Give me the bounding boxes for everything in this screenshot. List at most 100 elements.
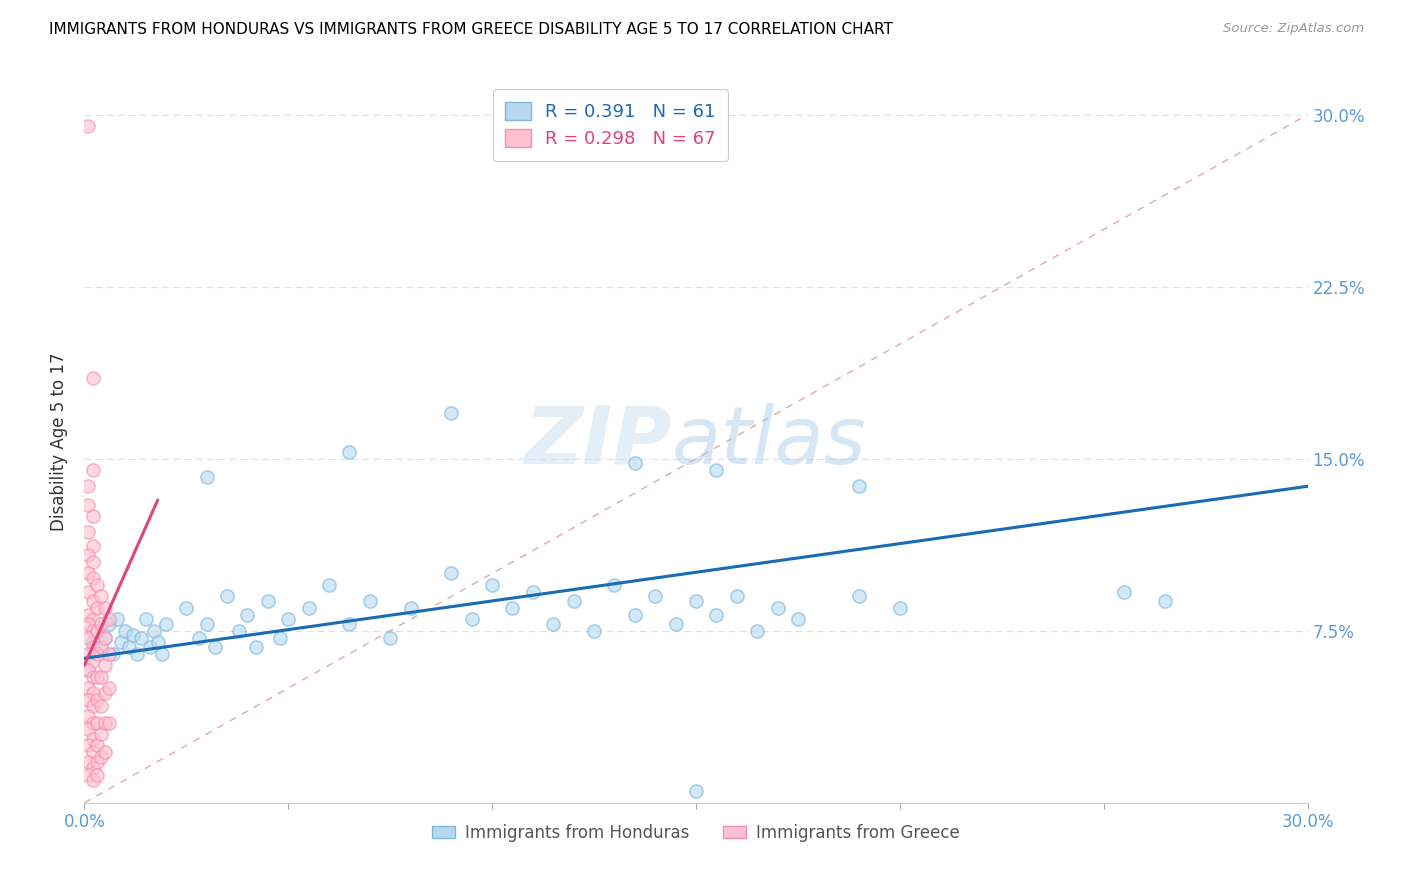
Point [889,600,911,615]
Point [195,616,218,631]
Point [787,612,810,626]
Point [245,640,267,654]
Text: atlas: atlas [672,402,866,481]
Point [277,612,299,626]
Y-axis label: Disability Age 5 to 17: Disability Age 5 to 17 [51,352,69,531]
Point [93,686,115,700]
Point [461,612,484,626]
Point [228,624,250,638]
Point [86,692,108,706]
Point [82,715,104,730]
Point [93,631,115,645]
Point [93,715,115,730]
Point [603,578,626,592]
Point [90,616,112,631]
Point [195,470,218,484]
Point [562,594,585,608]
Point [86,768,108,782]
Point [90,590,112,604]
Point [86,755,108,769]
Point [82,670,104,684]
Point [82,539,104,553]
Point [86,624,108,638]
Point [77,525,100,540]
Point [86,715,108,730]
Point [86,578,108,592]
Point [82,654,104,668]
Point [481,578,503,592]
Point [1154,594,1177,608]
Point [77,723,100,737]
Point [82,463,104,477]
Point [131,631,153,645]
Point [339,445,361,459]
Point [90,640,112,654]
Point [110,635,132,649]
Point [82,745,104,759]
Point [77,616,100,631]
Point [77,647,100,661]
Point [118,640,141,654]
Point [97,616,120,631]
Text: Source: ZipAtlas.com: Source: ZipAtlas.com [1223,22,1364,36]
Point [440,566,463,581]
Point [77,607,100,622]
Point [725,590,748,604]
Point [204,640,226,654]
Point [77,584,100,599]
Point [97,681,120,695]
Point [77,692,100,706]
Point [82,731,104,746]
Point [114,624,136,638]
Point [93,600,115,615]
Point [318,578,340,592]
Point [217,590,239,604]
Point [77,768,100,782]
Point [706,463,728,477]
Point [543,616,565,631]
Point [127,647,149,661]
Point [257,594,280,608]
Point [82,509,104,524]
Point [440,406,463,420]
Point [685,784,707,798]
Point [77,119,100,133]
Point [97,647,120,661]
Point [1114,584,1136,599]
Point [150,647,173,661]
Point [90,727,112,741]
Point [101,647,124,661]
Point [82,699,104,714]
Point [82,635,104,649]
Point [298,600,321,615]
Point [766,600,789,615]
Point [77,681,100,695]
Point [848,590,870,604]
Point [86,739,108,753]
Point [187,631,209,645]
Point [77,663,100,677]
Point [502,600,524,615]
Point [86,647,108,661]
Point [82,761,104,775]
Point [90,750,112,764]
Point [146,635,169,649]
Point [624,456,647,470]
Point [90,640,112,654]
Point [93,631,115,645]
Point [77,548,100,562]
Point [624,607,647,622]
Point [644,590,666,604]
Point [90,670,112,684]
Point [77,631,100,645]
Point [399,600,422,615]
Point [77,663,100,677]
Point [236,607,259,622]
Point [82,555,104,569]
Point [97,612,120,626]
Point [93,658,115,673]
Point [77,739,100,753]
Point [86,624,108,638]
Point [155,616,177,631]
Point [380,631,402,645]
